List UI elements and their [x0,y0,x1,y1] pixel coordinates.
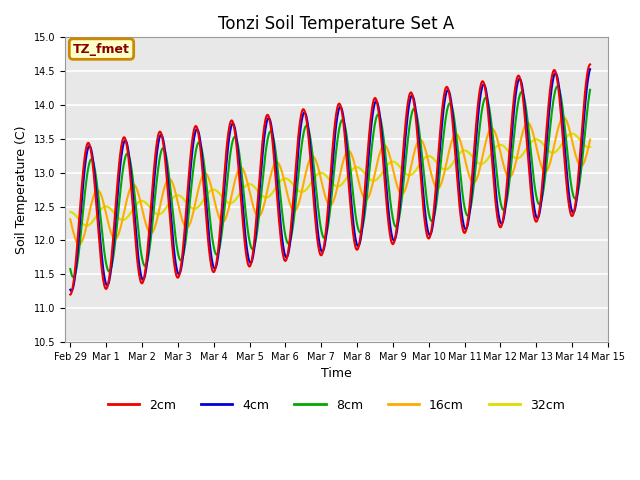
2cm [276,233,284,239]
16cm [482,140,490,146]
16cm [120,210,128,216]
2cm [424,233,431,239]
Line: 16cm: 16cm [70,117,590,244]
4cm [296,133,303,139]
Line: 8cm: 8cm [70,86,590,277]
32cm [83,223,91,228]
32cm [424,153,431,159]
16cm [472,177,480,183]
32cm [568,131,576,136]
2cm [586,61,594,67]
8cm [296,159,303,165]
X-axis label: Time: Time [321,367,352,380]
16cm [586,137,594,143]
16cm [560,114,568,120]
2cm [296,125,303,131]
32cm [296,189,303,194]
8cm [586,87,594,93]
32cm [482,159,490,165]
4cm [586,66,594,72]
8cm [482,95,490,101]
Line: 4cm: 4cm [70,69,590,291]
16cm [424,156,431,162]
Line: 2cm: 2cm [70,64,590,295]
4cm [472,136,480,142]
32cm [120,217,128,223]
2cm [481,84,489,90]
8cm [67,266,74,272]
2cm [472,128,479,133]
Title: Tonzi Soil Temperature Set A: Tonzi Soil Temperature Set A [218,15,454,33]
Y-axis label: Soil Temperature (C): Soil Temperature (C) [15,125,28,254]
8cm [277,199,285,204]
2cm [120,135,127,141]
Text: TZ_fmet: TZ_fmet [73,43,130,56]
16cm [277,166,285,172]
4cm [482,85,490,91]
4cm [67,288,75,294]
16cm [296,197,303,203]
4cm [277,225,285,230]
32cm [67,209,74,215]
4cm [424,228,431,233]
32cm [472,158,480,164]
8cm [554,84,561,89]
8cm [424,204,431,210]
4cm [120,140,128,145]
8cm [472,160,480,166]
Line: 32cm: 32cm [70,133,590,226]
Legend: 2cm, 4cm, 8cm, 16cm, 32cm: 2cm, 4cm, 8cm, 16cm, 32cm [103,394,570,417]
8cm [120,161,128,167]
8cm [70,274,77,280]
2cm [67,292,74,298]
16cm [67,216,74,222]
4cm [67,287,74,293]
32cm [586,144,594,150]
16cm [76,241,83,247]
32cm [277,178,285,183]
